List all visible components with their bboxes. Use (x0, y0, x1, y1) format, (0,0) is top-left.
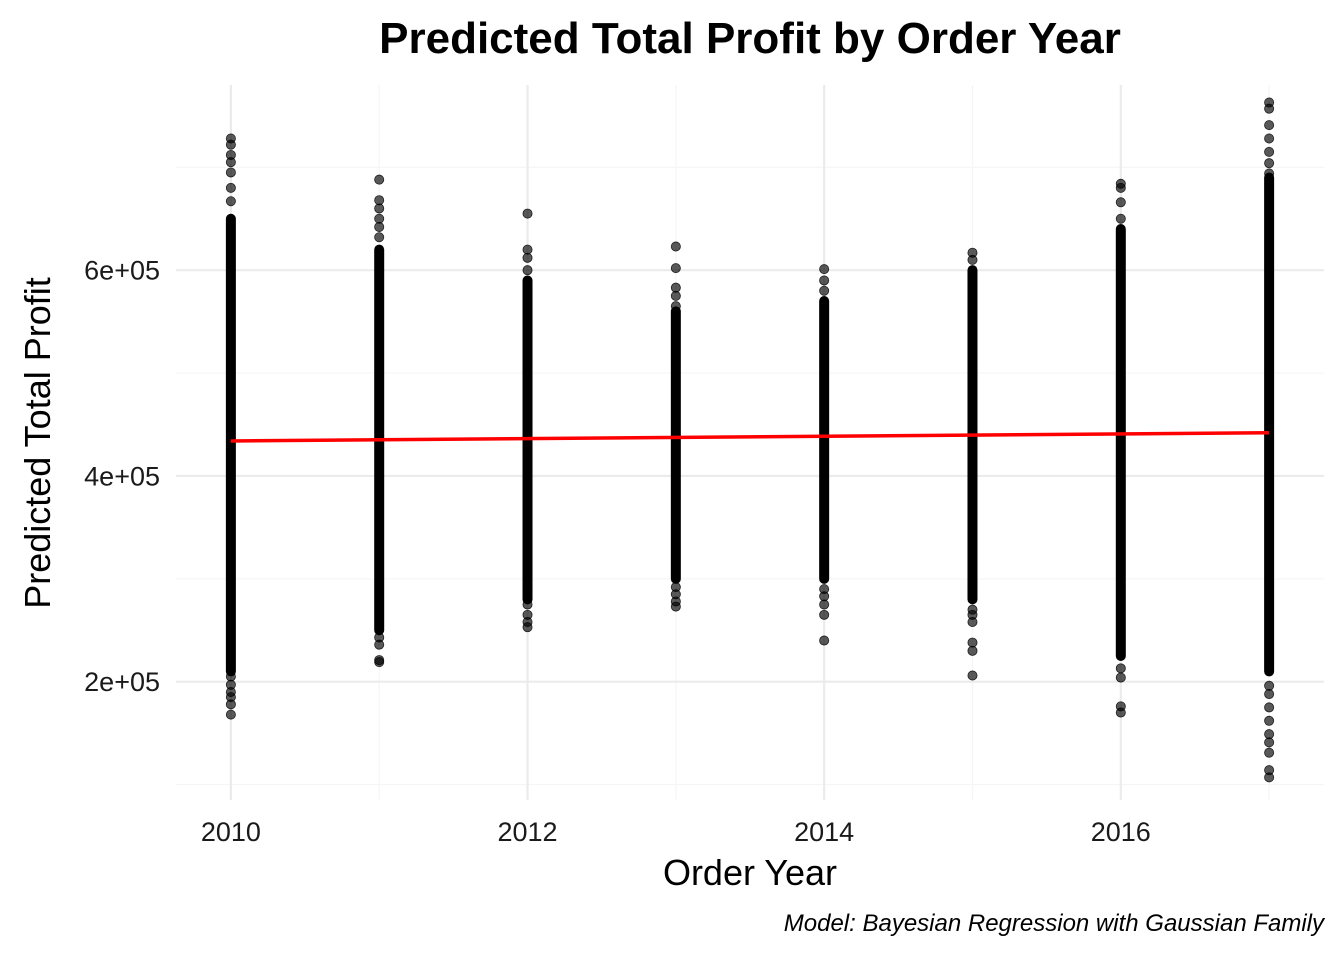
data-point (1264, 146, 1275, 157)
data-point (522, 252, 533, 263)
data-point (819, 591, 830, 602)
grid-lines (176, 85, 1324, 800)
dense-point-cluster (670, 306, 681, 584)
data-point (1264, 120, 1275, 131)
data-point (967, 645, 978, 656)
data-point (1115, 213, 1126, 224)
data-point (225, 671, 236, 682)
data-point (1264, 772, 1275, 783)
trend-line-layer (230, 430, 1270, 443)
dense-point-cluster (1115, 224, 1126, 661)
dense-point-cluster (225, 213, 236, 677)
data-point (967, 637, 978, 648)
data-point (1264, 702, 1275, 713)
x-tick-label: 2012 (497, 817, 557, 847)
x-tick-label: 2016 (1091, 817, 1151, 847)
data-point (1115, 663, 1126, 674)
data-point (1264, 133, 1275, 144)
data-point (967, 254, 978, 265)
data-point (819, 264, 830, 275)
data-point (670, 263, 681, 274)
data-point (1264, 737, 1275, 748)
data-point (819, 599, 830, 610)
data-point (225, 182, 236, 193)
data-point (1115, 672, 1126, 683)
data-point (670, 301, 681, 312)
x-tick-label: 2014 (794, 817, 854, 847)
chart-title: Predicted Total Profit by Order Year (379, 14, 1121, 63)
data-point (225, 157, 236, 168)
data-point (374, 174, 385, 185)
data-point (374, 639, 385, 650)
data-point (374, 221, 385, 232)
data-point (225, 709, 236, 720)
y-tick-label: 2e+05 (84, 667, 160, 697)
data-point (522, 244, 533, 255)
x-tick-label: 2010 (201, 817, 261, 847)
data-point (670, 601, 681, 612)
data-point (225, 139, 236, 150)
data-point (522, 622, 533, 633)
data-point (225, 196, 236, 207)
data-point (819, 609, 830, 620)
data-point (522, 599, 533, 610)
data-point (225, 699, 236, 710)
data-point (819, 635, 830, 646)
data-point (1264, 715, 1275, 726)
data-point (819, 275, 830, 286)
data-point (1264, 158, 1275, 169)
data-point (1115, 197, 1126, 208)
data-point (1115, 182, 1126, 193)
data-point (670, 290, 681, 301)
data-point (374, 203, 385, 214)
data-point (374, 213, 385, 224)
data-point (967, 617, 978, 628)
data-point (374, 657, 385, 668)
data-point (522, 208, 533, 219)
data-point (967, 670, 978, 681)
x-axis-title: Order Year (662, 852, 838, 893)
chart-caption: Model: Bayesian Regression with Gaussian… (783, 910, 1324, 937)
trend-line (230, 430, 1270, 443)
y-tick-label: 4e+05 (84, 461, 160, 491)
data-point (1264, 168, 1275, 179)
data-point (670, 282, 681, 293)
data-point (1264, 103, 1275, 114)
data-point (225, 167, 236, 178)
data-point (1264, 729, 1275, 740)
data-point (522, 265, 533, 276)
y-tick-label: 6e+05 (84, 256, 160, 286)
tick-labels: 2010 2012 2014 2016 2e+05 4e+05 6e+05 (84, 256, 1151, 847)
data-point (374, 195, 385, 206)
dense-point-cluster (819, 296, 830, 584)
dense-point-cluster (1264, 172, 1275, 677)
data-point (1264, 689, 1275, 700)
data-point (1264, 680, 1275, 691)
data-point (374, 232, 385, 243)
data-point (819, 285, 830, 296)
data-points (225, 97, 1275, 783)
data-point (670, 241, 681, 252)
y-axis-title: Predicted Total Profit (17, 277, 58, 609)
data-point (1264, 747, 1275, 758)
data-point (1115, 707, 1126, 718)
